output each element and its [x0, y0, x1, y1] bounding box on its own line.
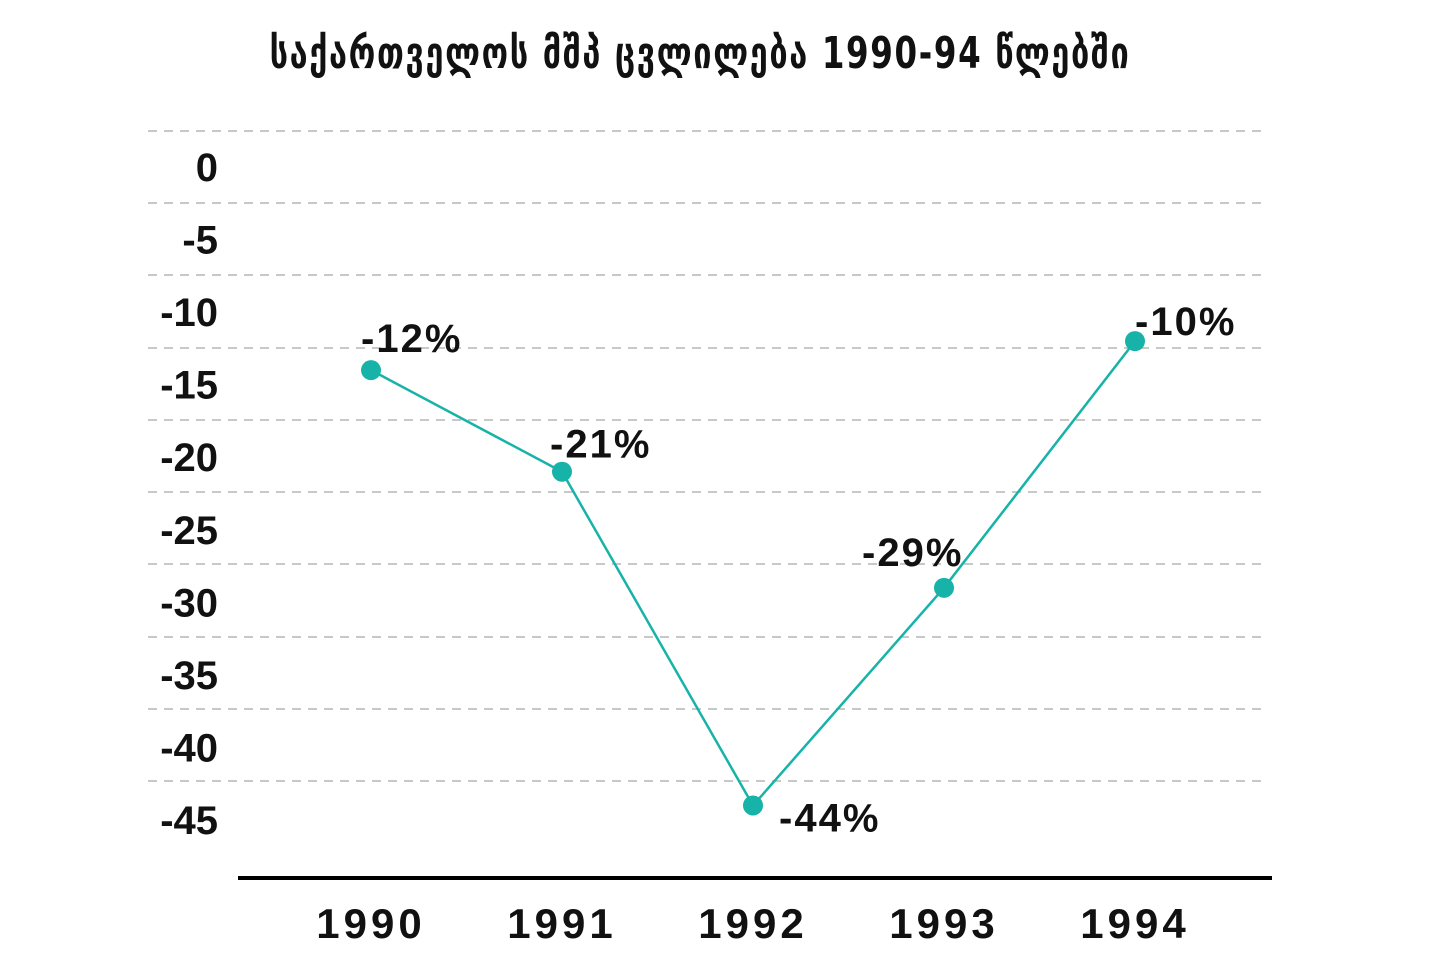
y-tick-label: -15 [160, 364, 218, 408]
chart-title: საქართველოს მშპ ცვლილება 1990-94 წლებში [269, 28, 1131, 79]
x-tick-label: 1992 [698, 900, 807, 947]
y-tick-label: -30 [160, 581, 218, 625]
y-tick-label: -25 [160, 509, 218, 553]
y-tick-label: -40 [160, 726, 218, 770]
gridlines [148, 130, 1268, 782]
x-tick-label: 1991 [507, 900, 616, 947]
y-axis-ticks: 0 -5 -10 -15 -20 -25 -30 -35 -40 -45 [160, 146, 218, 843]
y-tick-label: 0 [196, 146, 218, 190]
series-line [370, 340, 1136, 808]
data-label: -29% [862, 531, 963, 575]
x-tick-label: 1994 [1080, 900, 1189, 947]
data-point [934, 577, 954, 598]
data-label: -21% [550, 423, 651, 467]
data-point [1125, 331, 1145, 352]
y-tick-label: -5 [182, 219, 218, 263]
y-tick-label: -10 [160, 291, 218, 335]
data-label: -12% [361, 317, 462, 361]
x-axis-ticks: 1990 1991 1992 1993 1994 [316, 900, 1189, 947]
data-label: -44% [779, 796, 880, 840]
x-tick-label: 1993 [889, 900, 998, 947]
data-point [552, 461, 572, 482]
y-tick-label: -20 [160, 436, 218, 480]
y-tick-label: -45 [160, 799, 218, 843]
data-point [361, 360, 381, 381]
x-tick-label: 1990 [316, 900, 425, 947]
y-tick-label: -35 [160, 654, 218, 698]
series: -12% -21% -44% -29% -10% [361, 300, 1236, 840]
data-label: -10% [1135, 300, 1236, 344]
data-point [743, 795, 763, 816]
